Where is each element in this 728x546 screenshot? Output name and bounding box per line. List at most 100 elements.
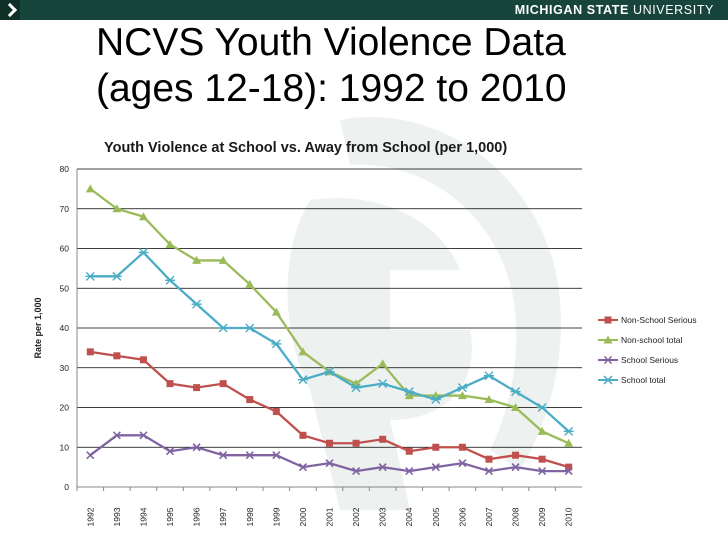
series-non-school-total-point xyxy=(192,255,202,264)
series-school-total-point xyxy=(165,275,176,285)
legend-swatch xyxy=(598,375,618,385)
series-school-total-point xyxy=(430,395,441,405)
series-school-serious-point xyxy=(484,467,494,476)
series-school-serious-point xyxy=(139,431,148,440)
series-school-total-point xyxy=(138,247,149,257)
chart-legend: Non-School Serious Non-school total School… xyxy=(598,310,697,390)
series-non-school-serious-point xyxy=(485,455,493,463)
series-non-school-total-point xyxy=(165,240,175,249)
series-school-serious-point xyxy=(431,463,440,472)
series-non-school-serious-point xyxy=(565,463,573,471)
slide-title: NCVS Youth Violence Data (ages 12-18): 1… xyxy=(96,21,567,110)
y-tick-label: 50 xyxy=(60,283,70,293)
check-logo-icon xyxy=(0,0,20,20)
y-tick-label: 10 xyxy=(60,442,70,452)
series-non-school-serious-point xyxy=(113,352,121,360)
series-non-school-total-line xyxy=(89,187,570,445)
series-school-total-point xyxy=(457,383,468,393)
y-tick-label: 20 xyxy=(60,403,70,413)
series-non-school-serious-point xyxy=(166,380,174,388)
legend-item: Non-School Serious xyxy=(598,310,697,330)
series-school-total-point xyxy=(218,323,229,333)
x-tick-label: 2009 xyxy=(537,507,547,526)
spartan-helmet-watermark-icon xyxy=(287,116,561,510)
series-non-school-total-point xyxy=(138,212,148,221)
x-tick-label: 2006 xyxy=(457,507,467,526)
chart-title: Youth Violence at School vs. Away from S… xyxy=(104,140,508,156)
series-school-total-point xyxy=(563,426,574,436)
series-non-school-total-point xyxy=(511,403,521,411)
series-school-serious-point xyxy=(298,463,307,472)
x-tick-label: 1996 xyxy=(192,507,202,526)
series-non-school-serious-point xyxy=(272,407,280,415)
series-school-serious-point xyxy=(165,447,175,456)
x-tick-label: 1997 xyxy=(218,507,228,526)
series-school-serious-point xyxy=(245,451,254,460)
university-name: MICHIGAN STATE UNIVERSITY xyxy=(515,3,714,17)
x-tick-label: 2010 xyxy=(564,507,574,526)
x-tick-label: 2008 xyxy=(511,507,521,526)
series-school-serious-point xyxy=(219,451,228,460)
series-non-school-total-point xyxy=(457,391,467,400)
legend-item: School Serious xyxy=(598,350,697,370)
x-tick-label: 1998 xyxy=(245,507,255,526)
legend-label: Non-school total xyxy=(621,335,683,345)
series-non-school-total-point xyxy=(85,184,95,193)
top-banner: MICHIGAN STATE UNIVERSITY xyxy=(0,0,728,20)
y-tick-label: 30 xyxy=(60,363,70,373)
x-tick-label: 2005 xyxy=(431,507,441,526)
series-school-total-point xyxy=(111,271,122,281)
series-school-serious-point xyxy=(511,463,520,472)
university-name-bold: MICHIGAN STATE xyxy=(514,3,629,17)
series-non-school-total-point xyxy=(537,426,547,435)
series-school-total-point xyxy=(404,387,415,397)
series-school-total-point xyxy=(351,383,362,393)
series-non-school-serious-point xyxy=(538,455,546,463)
legend-label: School total xyxy=(621,375,666,385)
series-non-school-serious-point xyxy=(219,380,227,388)
series-school-total-point xyxy=(191,299,202,309)
x-tick-label: 2001 xyxy=(325,507,335,526)
series-school-serious-point xyxy=(192,443,201,452)
series-non-school-serious-point xyxy=(193,384,201,392)
y-tick-label: 60 xyxy=(60,244,70,254)
x-tick-label: 1993 xyxy=(112,507,122,526)
series-school-total-point xyxy=(510,387,521,397)
legend-swatch xyxy=(598,316,618,324)
series-school-serious-point xyxy=(325,459,334,468)
y-tick-label: 80 xyxy=(60,164,70,174)
legend-swatch xyxy=(598,355,618,365)
series-non-school-serious-point xyxy=(299,431,307,439)
series-school-serious-point xyxy=(564,467,573,476)
legend-item: Non-school total xyxy=(598,330,697,350)
series-school-serious-point xyxy=(538,467,547,476)
x-tick-label: 2000 xyxy=(298,507,308,526)
university-name-rest: UNIVERSITY xyxy=(628,3,714,17)
series-non-school-serious-point xyxy=(139,356,147,364)
series-school-total-point xyxy=(324,367,335,377)
series-school-total-point xyxy=(85,271,96,281)
x-tick-label: 2007 xyxy=(484,507,494,526)
series-non-school-serious-point xyxy=(512,451,520,459)
legend-item: School total xyxy=(598,370,697,390)
series-non-school-serious-point xyxy=(352,439,360,447)
series-non-school-serious-point xyxy=(405,447,413,455)
series-school-serious-point xyxy=(272,451,281,460)
series-non-school-serious-point xyxy=(432,443,440,451)
x-tick-label: 1994 xyxy=(138,507,148,526)
series-non-school-total-point xyxy=(378,359,388,368)
legend-swatch xyxy=(598,335,618,344)
series-non-school-total-point xyxy=(271,307,281,316)
series-non-school-total-point xyxy=(404,391,414,400)
series-non-school-serious-point xyxy=(246,396,254,404)
series-school-serious-point xyxy=(86,451,95,460)
series-non-school-total-point xyxy=(112,204,122,213)
series-school-total-point xyxy=(537,403,548,412)
series-school-total-point xyxy=(271,339,282,349)
series-school-total-point xyxy=(244,323,255,333)
series-school-total-line xyxy=(90,250,570,433)
x-tick-label: 1995 xyxy=(165,507,175,526)
series-non-school-total-point xyxy=(564,438,574,447)
x-tick-label: 2002 xyxy=(351,507,361,526)
